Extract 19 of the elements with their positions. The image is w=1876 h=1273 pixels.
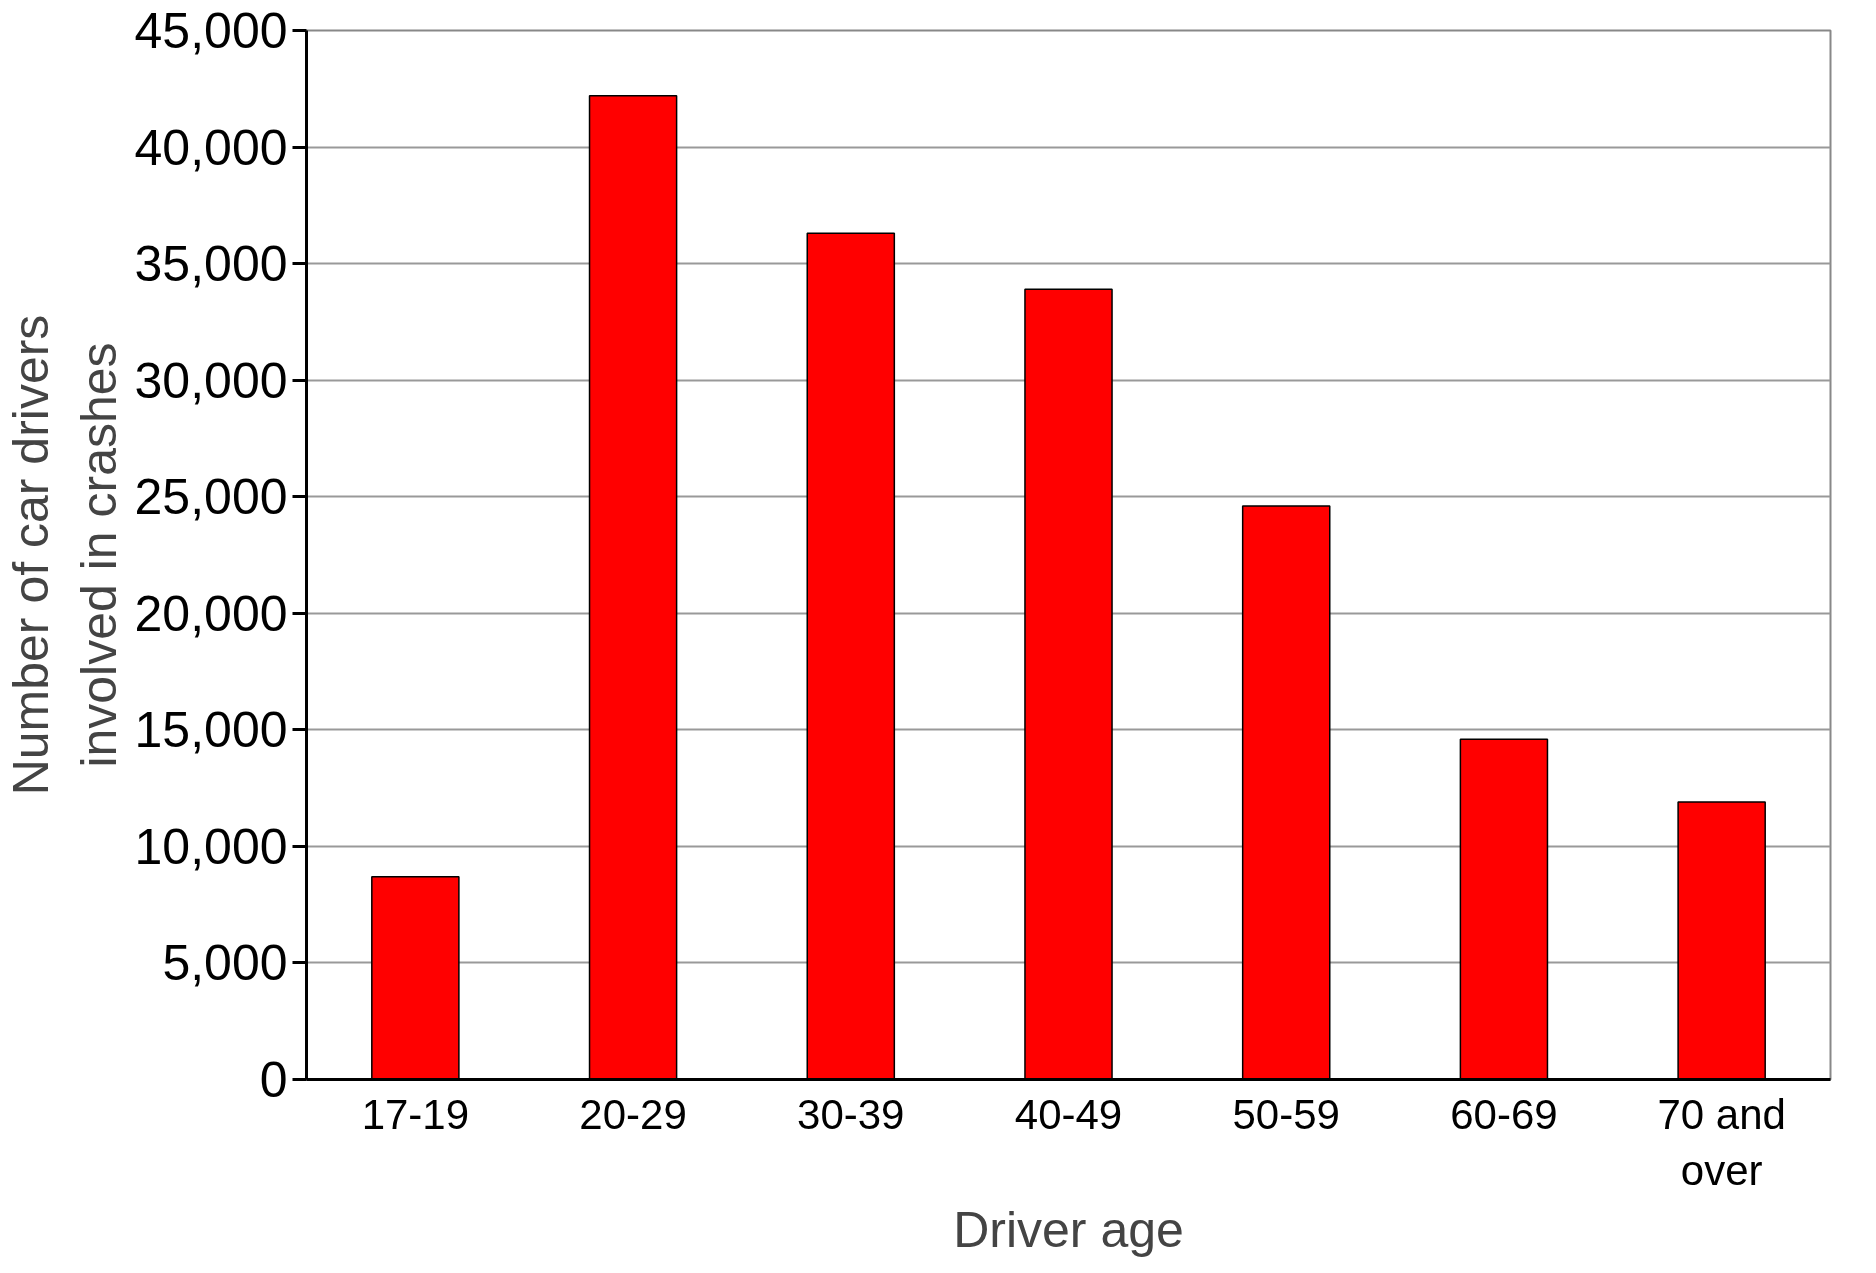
y-tick-label: 15,000 xyxy=(134,702,288,759)
x-tick-label: 20-29 xyxy=(579,1090,687,1138)
x-tick-label: 30-39 xyxy=(797,1090,905,1138)
y-tick-label: 10,000 xyxy=(134,818,288,875)
y-tick-label: 5,000 xyxy=(162,935,288,992)
y-tick-label: 45,000 xyxy=(134,3,288,59)
y-tick-label: 35,000 xyxy=(134,236,288,293)
y-tick-label: 30,000 xyxy=(134,352,288,409)
y-tick-label: 20,000 xyxy=(134,585,288,642)
y-tick-label: 25,000 xyxy=(134,469,288,526)
x-tick-label: 50-59 xyxy=(1232,1090,1340,1138)
x-axis-title: Driver age xyxy=(953,1201,1184,1258)
x-tick-label: 60-69 xyxy=(1450,1090,1558,1138)
y-tick-label: 0 xyxy=(259,1052,288,1108)
x-tick-label: 17-19 xyxy=(361,1090,470,1138)
y-tick-label: 40,000 xyxy=(134,119,288,176)
x-tick-label: 70 and over xyxy=(1657,1090,1786,1194)
x-tick-label: 40-49 xyxy=(1014,1090,1123,1138)
y-axis-title: Number of car drivers involved in crashes xyxy=(3,314,127,796)
